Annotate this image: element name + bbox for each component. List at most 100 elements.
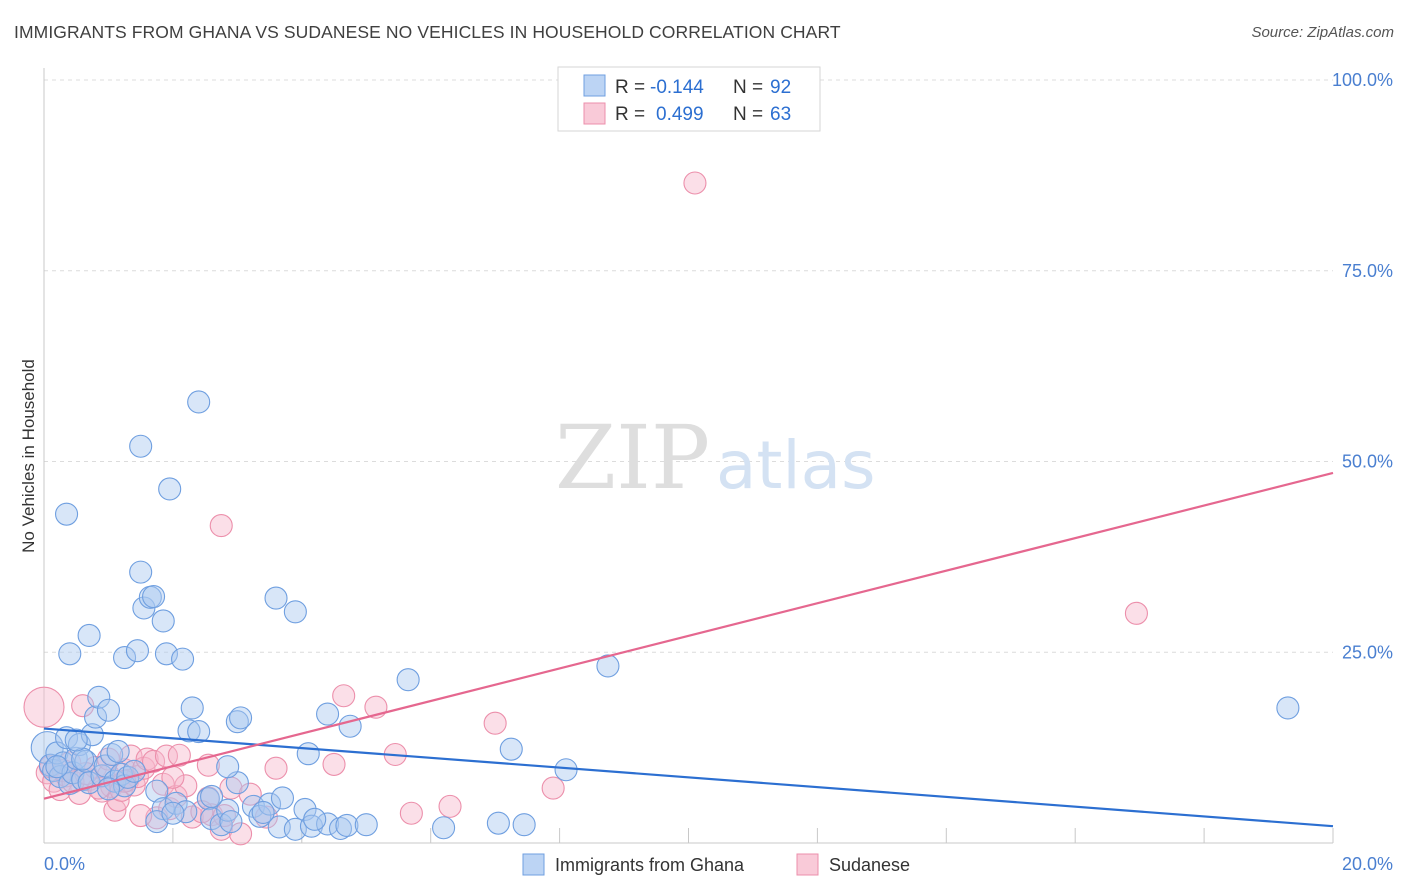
ghana-point-78 <box>1276 696 1300 720</box>
ghana-points <box>30 390 1300 841</box>
bottom-legend-label-ghana: Immigrants from Ghana <box>555 855 745 875</box>
ghana-point-35 <box>209 813 233 837</box>
ghana-point-9 <box>64 746 88 770</box>
legend-box: R = -0.144 N = 92 R = 0.499 N = 63 <box>557 66 821 132</box>
sudanese-point-47 <box>438 794 462 818</box>
ghana-point-72 <box>316 702 340 726</box>
sudanese-point-41 <box>264 756 288 780</box>
ghana-point-17 <box>90 764 114 788</box>
sudanese-point-23 <box>142 749 166 773</box>
bottom-legend-swatch-sudanese <box>796 853 819 876</box>
bottom-legend-swatch-ghana <box>522 853 545 876</box>
bottom-legend: Immigrants from Ghana Sudanese <box>522 853 910 876</box>
ghana-point-91 <box>161 801 185 825</box>
ghana-point-22 <box>106 739 130 763</box>
ghana-point-77 <box>596 654 620 678</box>
watermark-atlas: atlas <box>716 427 876 504</box>
legend-r-value-ghana: -0.144 <box>650 77 704 98</box>
ghana-point-65 <box>187 720 211 744</box>
legend-r-value-sudanese: 0.499 <box>656 104 704 125</box>
legend-n-value-ghana: 92 <box>770 77 791 98</box>
ghana-point-11 <box>71 768 95 792</box>
ghana-point-85 <box>219 810 243 834</box>
ghana-point-87 <box>303 807 327 831</box>
x-tick-label-1: 20.0% <box>1342 854 1393 874</box>
ghana-point-60 <box>151 609 175 633</box>
ghana-point-67 <box>225 710 249 734</box>
ghana-point-69 <box>264 586 288 610</box>
ghana-point-74 <box>396 668 420 692</box>
ghana-point-75 <box>499 737 523 761</box>
ghana-point-81 <box>129 434 153 458</box>
ghana-point-83 <box>187 390 211 414</box>
ghana-point-84 <box>200 784 224 809</box>
ghana-point-56 <box>125 639 150 663</box>
legend-r-label-sudanese: R = <box>615 104 645 125</box>
ghana-point-46 <box>316 812 340 836</box>
ghana-point-49 <box>354 813 378 837</box>
legend-n-value-sudanese: 63 <box>770 104 791 125</box>
ghana-point-33 <box>196 787 220 811</box>
sudanese-point-52 <box>209 514 233 538</box>
ghana-point-79 <box>55 502 79 526</box>
ghana-point-31 <box>164 791 188 815</box>
ghana-point-15 <box>84 705 108 729</box>
tick-labels: 25.0% 50.0% 75.0% 100.0% 0.0% 20.0% <box>44 70 1393 874</box>
legend-swatch-sudanese <box>583 102 606 125</box>
y-tick-label-1: 50.0% <box>1342 452 1393 472</box>
ghana-point-52 <box>512 813 536 837</box>
sudanese-point-0 <box>23 686 65 728</box>
y-axis-label: No Vehicles in Household <box>19 359 38 553</box>
ghana-point-68 <box>229 706 253 730</box>
sudanese-point-51 <box>1124 601 1148 625</box>
ghana-point-48 <box>335 813 359 838</box>
ghana-point-47 <box>328 816 353 841</box>
sudanese-point-42 <box>322 752 346 776</box>
trend-lines <box>43 471 1334 828</box>
ghana-point-6 <box>55 726 79 750</box>
sudanese-point-50 <box>683 171 707 195</box>
x-tick-label-0: 0.0% <box>44 854 85 874</box>
sudanese-point-48 <box>483 711 507 735</box>
ghana-point-32 <box>174 800 198 824</box>
ghana-point-53 <box>58 642 82 666</box>
ghana-point-86 <box>251 800 275 825</box>
ghana-point-5 <box>51 751 75 775</box>
watermark: ZIP atlas <box>555 406 876 509</box>
ghana-point-20 <box>100 742 124 767</box>
ghana-point-39 <box>248 804 272 828</box>
ghana-point-50 <box>432 816 456 840</box>
y-tick-label-3: 100.0% <box>1332 70 1393 90</box>
sudanese-trend-line <box>43 471 1334 800</box>
ghana-point-19 <box>96 698 120 722</box>
ghana-point-90 <box>64 728 88 752</box>
ghana-point-41 <box>270 786 295 810</box>
axis-layer <box>43 68 1333 844</box>
watermark-zip: ZIP <box>555 406 710 509</box>
sudanese-point-30 <box>174 774 198 798</box>
legend-n-label-ghana: N = <box>733 77 763 98</box>
sudanese-point-49 <box>541 776 565 800</box>
legend-swatch-ghana <box>583 74 606 97</box>
ghana-point-82 <box>158 477 182 501</box>
y-tick-label-0: 25.0% <box>1342 642 1393 662</box>
ghana-point-55 <box>113 646 137 670</box>
ghana-point-16 <box>87 685 111 709</box>
sudanese-point-46 <box>399 801 423 825</box>
sudanese-point-29 <box>167 743 191 767</box>
legend-r-label-ghana: R = <box>615 77 645 98</box>
ghana-point-80 <box>129 560 153 584</box>
chart-title: IMMIGRANTS FROM GHANA VS SUDANESE NO VEH… <box>14 22 841 42</box>
ghana-point-26 <box>45 755 69 779</box>
ghana-point-59 <box>142 585 166 609</box>
sudanese-point-43 <box>332 684 356 708</box>
ghana-point-63 <box>180 696 204 720</box>
sudanese-point-38 <box>229 822 253 846</box>
ghana-point-27 <box>71 747 95 771</box>
ghana-point-62 <box>171 647 195 671</box>
ghana-point-2 <box>42 758 66 783</box>
ghana-point-66 <box>216 755 240 779</box>
ghana-point-28 <box>145 779 169 803</box>
ghana-point-54 <box>77 623 101 648</box>
